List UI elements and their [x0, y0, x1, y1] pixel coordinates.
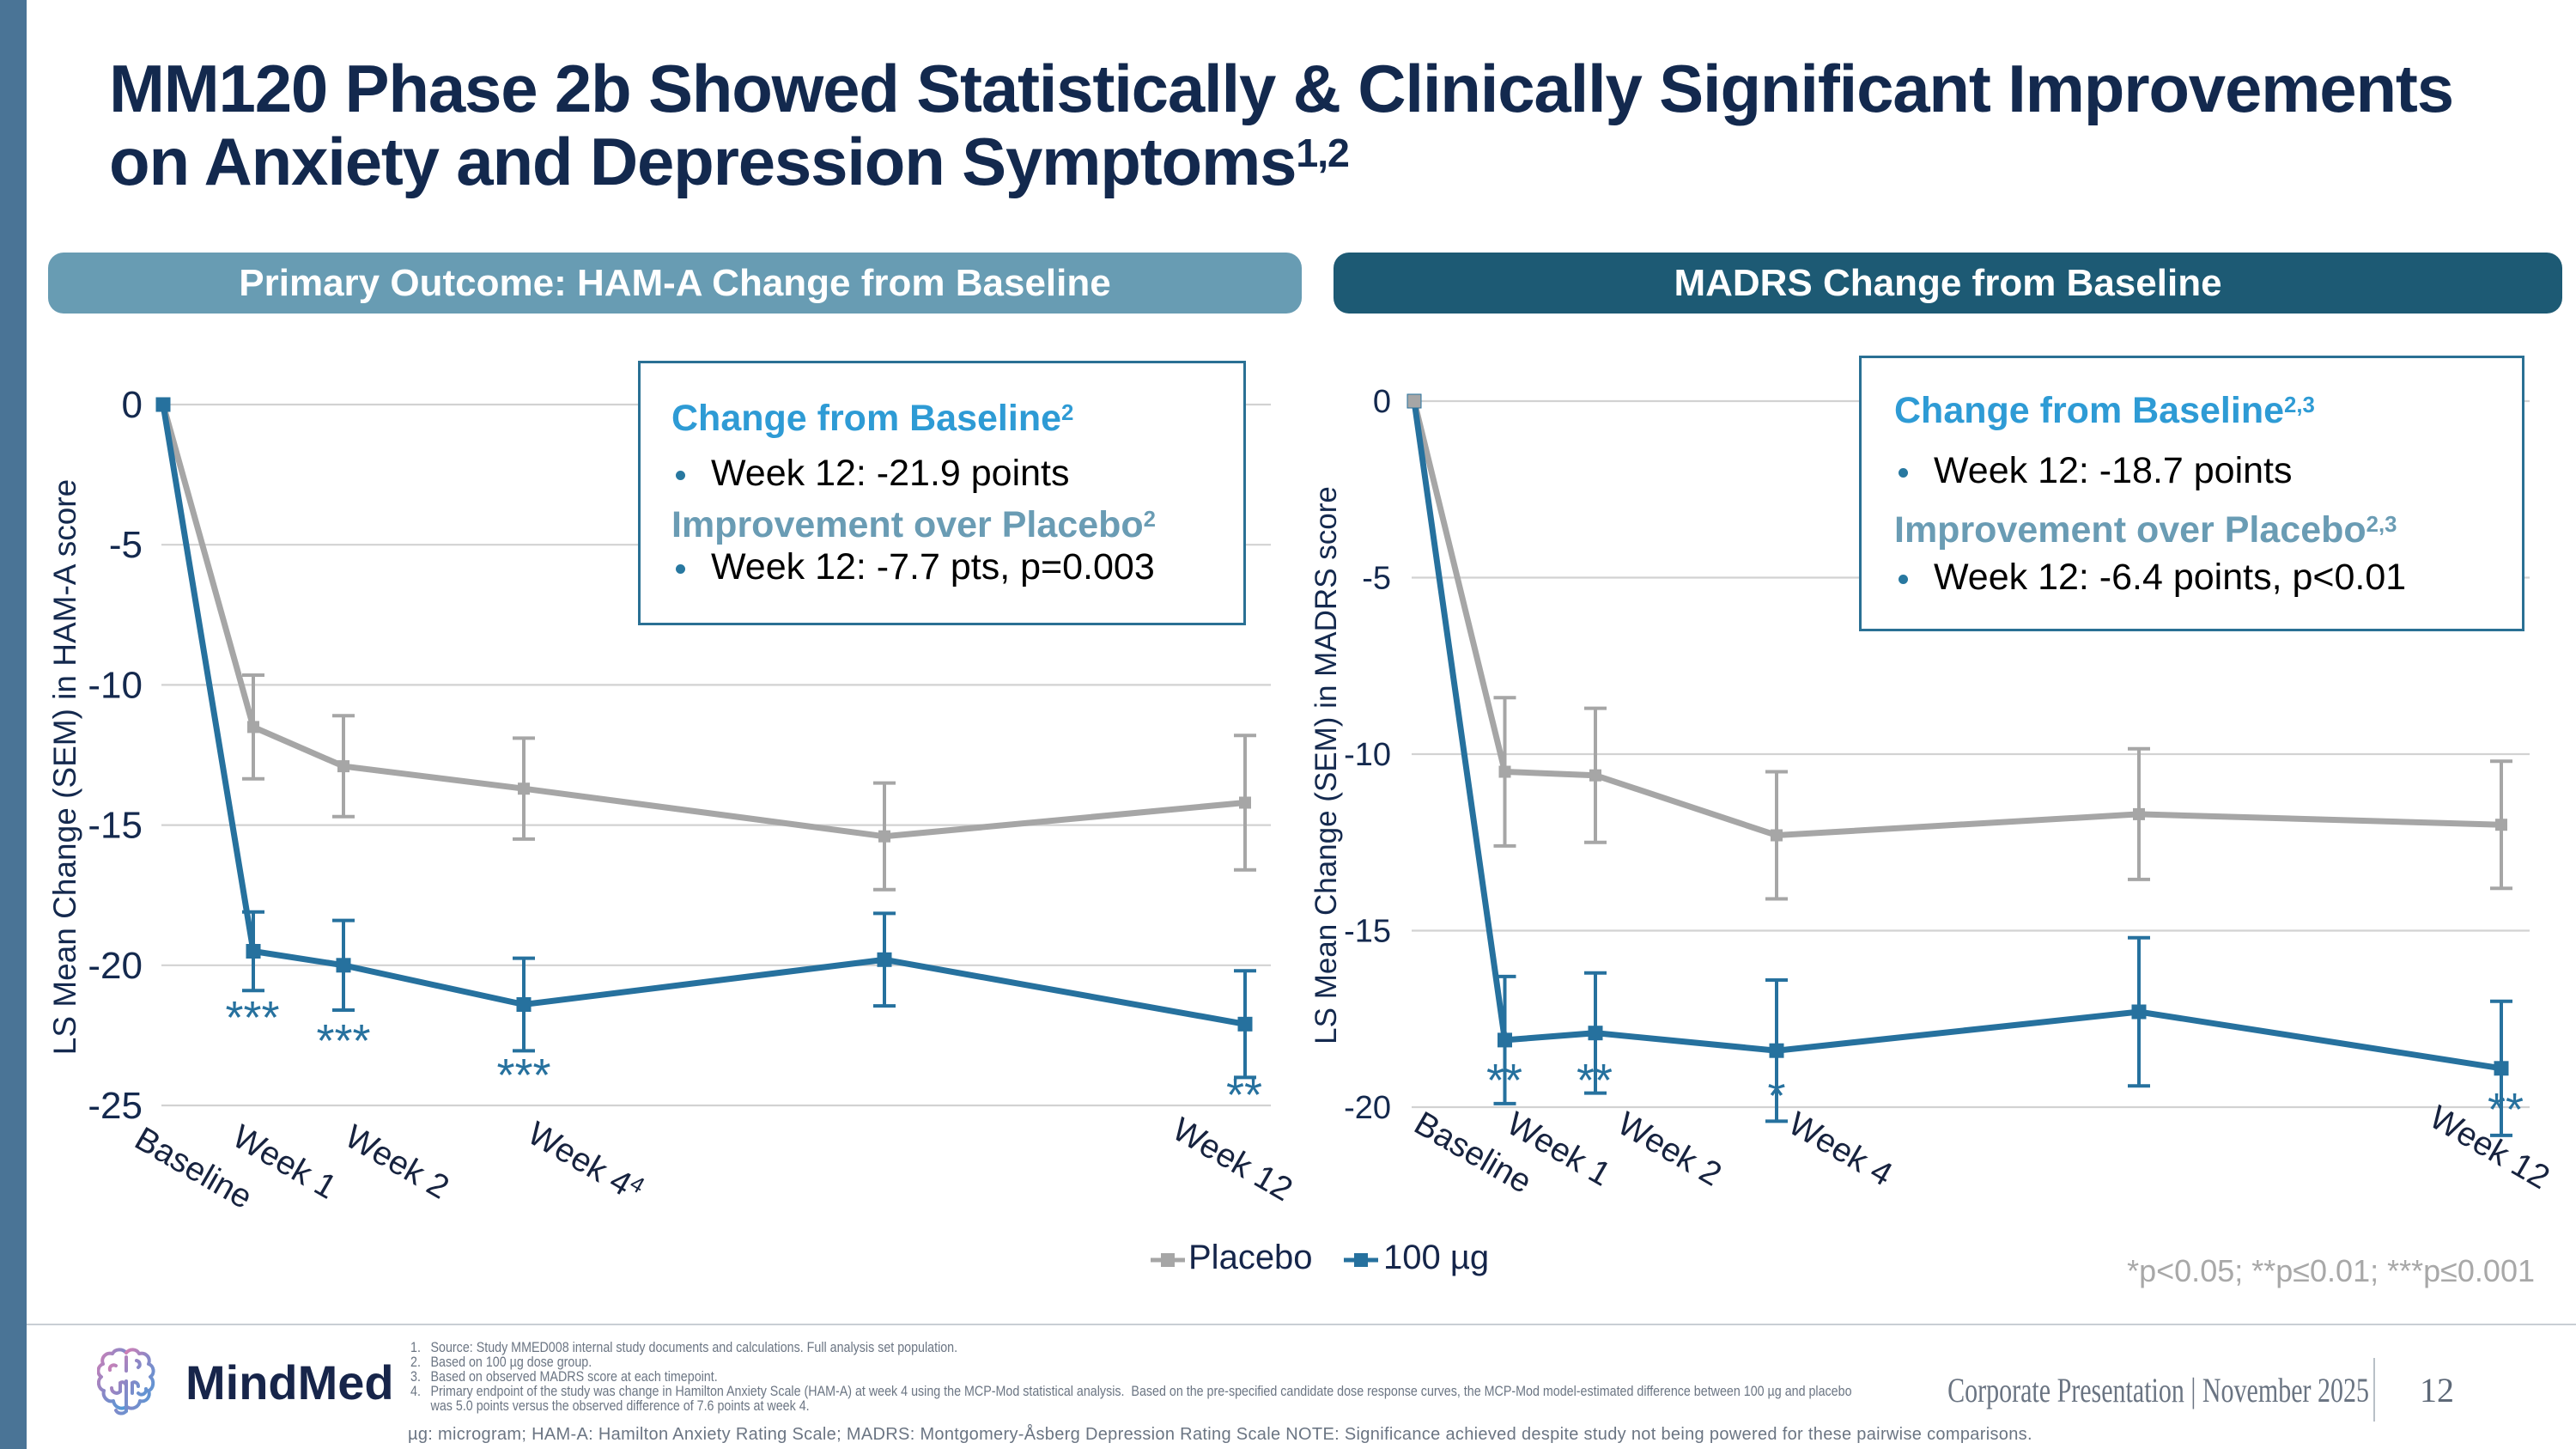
svg-text:*p<0.05; **p≤0.01; ***p≤0.001: *p<0.05; **p≤0.01; ***p≤0.001: [2127, 1253, 2535, 1288]
svg-text:100 µg: 100 µg: [1383, 1239, 1489, 1276]
svg-text:LS Mean Change (SEM) in MADRS: LS Mean Change (SEM) in MADRS score: [1309, 486, 1343, 1044]
svg-text:-20: -20: [88, 945, 143, 987]
svg-text:***: ***: [316, 1015, 370, 1067]
svg-text:-15: -15: [88, 805, 143, 847]
svg-text:***: ***: [225, 992, 279, 1044]
svg-text:LS Mean Change (SEM) in HAM-A: LS Mean Change (SEM) in HAM-A score: [47, 479, 82, 1055]
svg-text:0: 0: [122, 384, 143, 426]
svg-text:**: **: [1226, 1069, 1262, 1121]
svg-text:Week 2: Week 2: [339, 1118, 455, 1207]
svg-text:-5: -5: [109, 524, 143, 566]
svg-text:-15: -15: [1344, 913, 1391, 949]
svg-text:**: **: [1486, 1055, 1522, 1106]
svg-text:Week 12: Week 12: [1166, 1111, 1298, 1209]
svg-text:Week 44: Week 44: [521, 1113, 649, 1209]
svg-text:**: **: [1577, 1055, 1613, 1106]
svg-text:Week 4: Week 4: [1783, 1105, 1899, 1194]
svg-text:**: **: [2488, 1084, 2524, 1135]
svg-text:-10: -10: [88, 664, 143, 706]
svg-text:-5: -5: [1362, 560, 1391, 596]
svg-text:-25: -25: [88, 1085, 143, 1127]
svg-text:-10: -10: [1344, 737, 1391, 773]
svg-text:*: *: [1767, 1070, 1785, 1122]
svg-text:***: ***: [496, 1050, 550, 1101]
svg-text:Week 2: Week 2: [1612, 1105, 1728, 1194]
svg-text:0: 0: [1373, 384, 1391, 420]
svg-text:-20: -20: [1344, 1090, 1391, 1126]
svg-text:Placebo: Placebo: [1188, 1239, 1313, 1276]
